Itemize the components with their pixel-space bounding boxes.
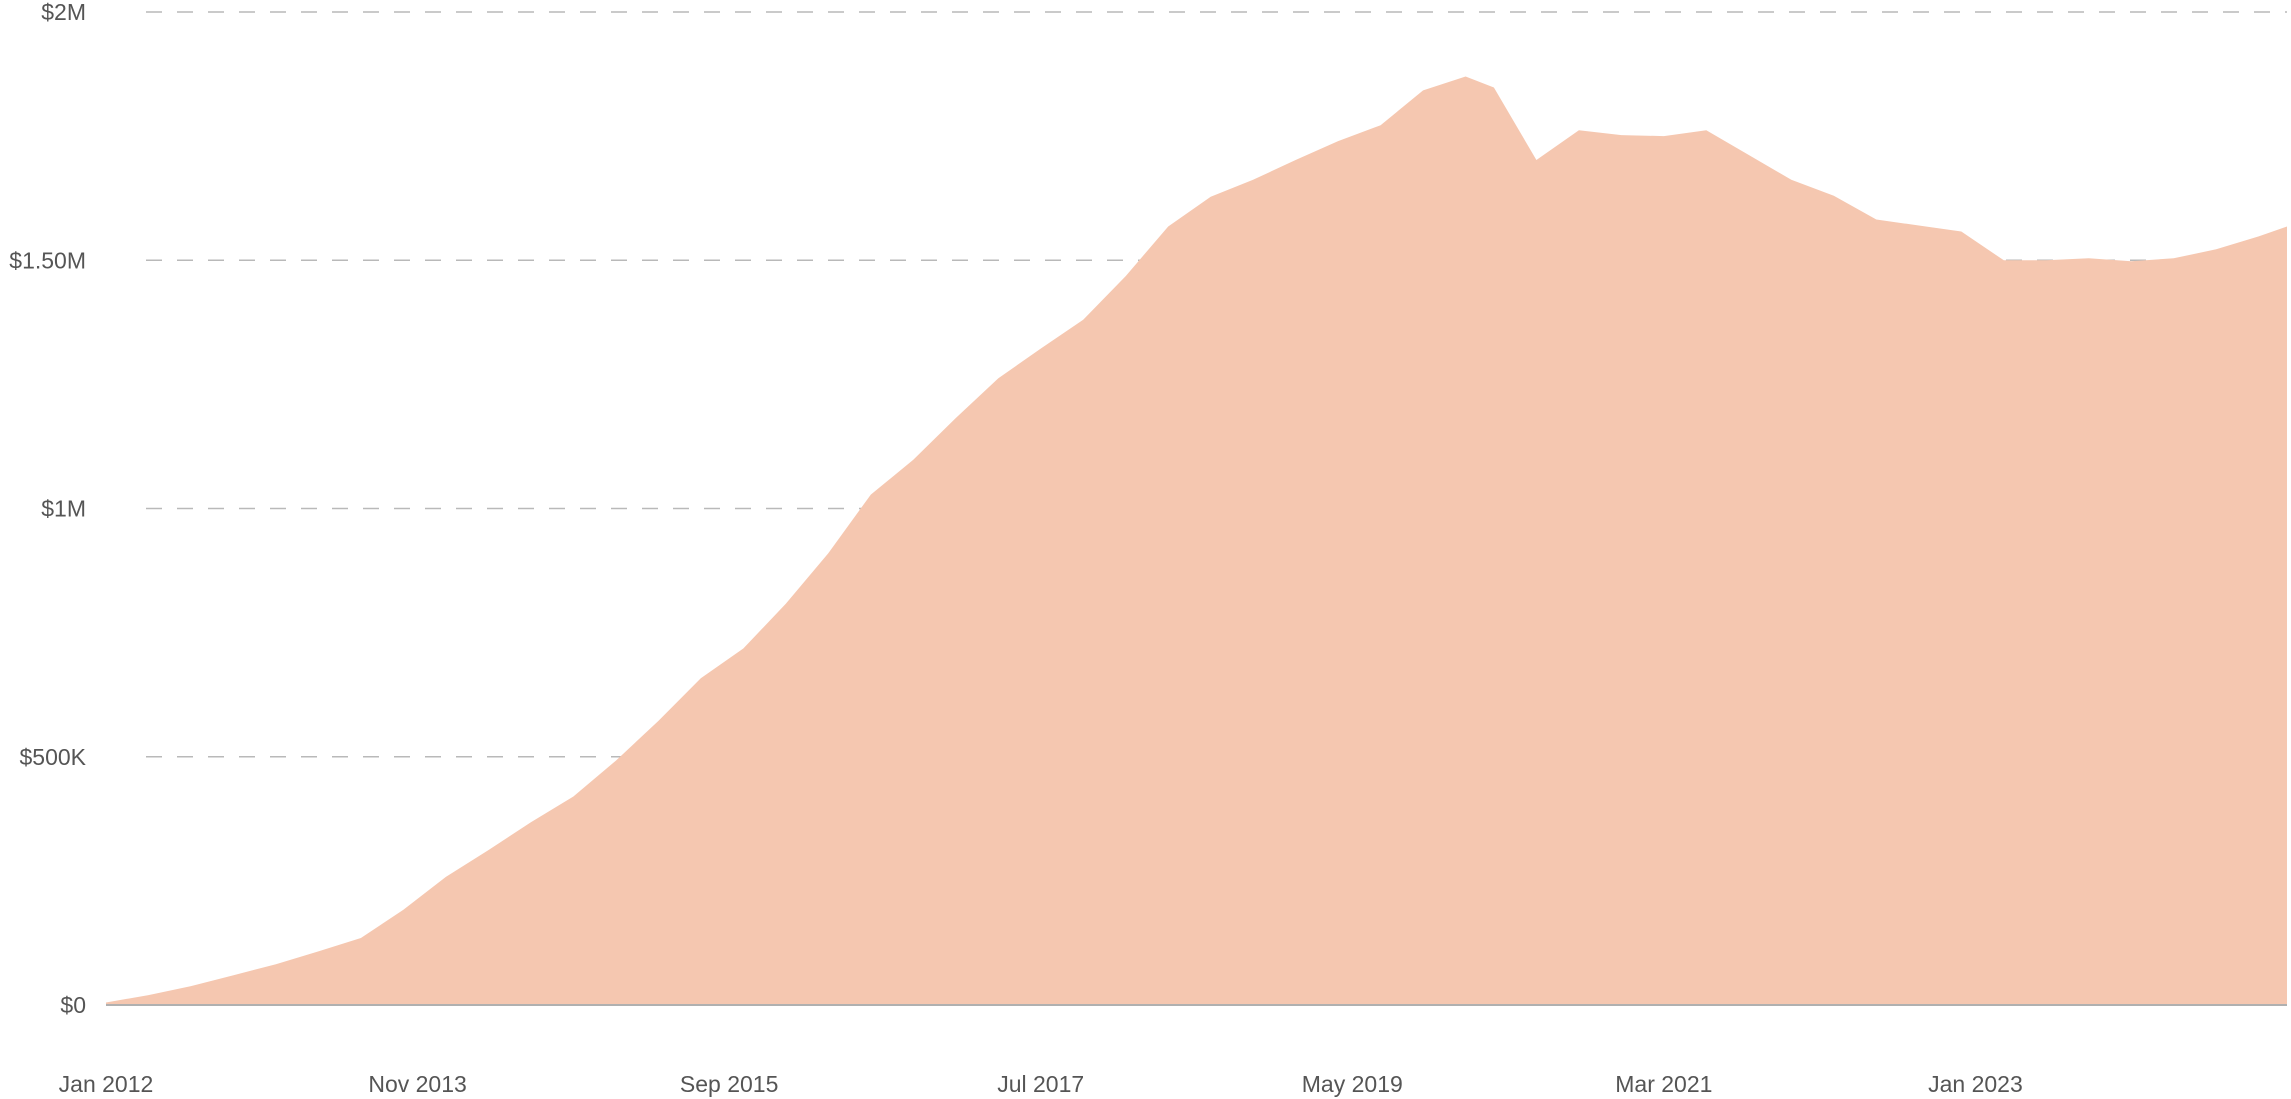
area-series [106,76,2287,1006]
y-axis: $0 $500K $1M $1.50M $2M [9,0,86,1018]
x-tick-label: Jan 2012 [59,1071,154,1097]
x-tick-label: Nov 2013 [368,1071,466,1097]
x-axis: Jan 2012 Nov 2013 Sep 2015 Jul 2017 May 2019… [59,1071,2023,1097]
area-fill [106,76,2287,1005]
x-tick-label: May 2019 [1302,1071,1403,1097]
x-tick-label: Jan 2023 [1928,1071,2023,1097]
x-tick-label: Jul 2017 [997,1071,1084,1097]
x-tick-label: Sep 2015 [680,1071,778,1097]
y-tick-label: $500K [19,744,86,770]
x-tick-label: Mar 2021 [1615,1071,1712,1097]
y-tick-label: $1.50M [9,247,86,273]
y-tick-label: $0 [60,992,86,1018]
gridlines [146,11,2287,758]
y-tick-label: $2M [41,0,86,25]
y-tick-label: $1M [41,496,86,522]
